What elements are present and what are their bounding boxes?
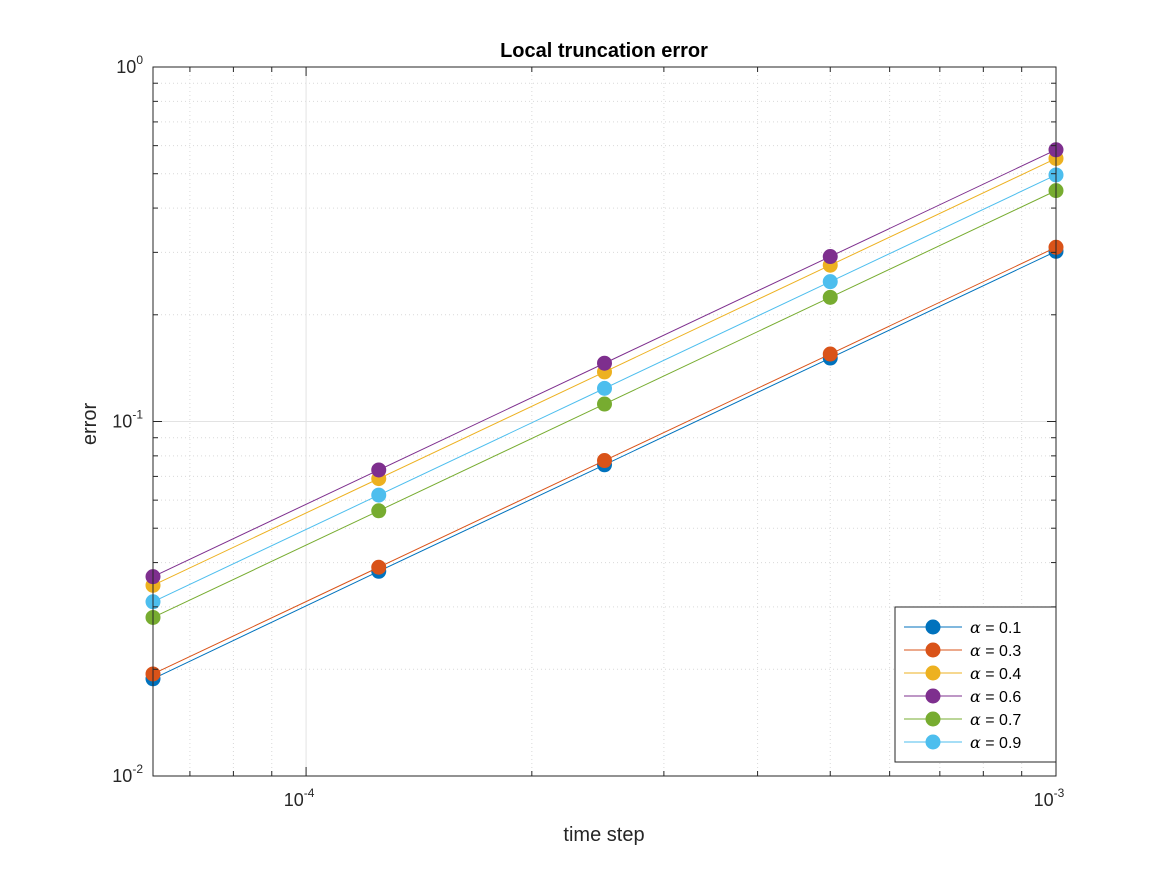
legend-label: α = 0.9 [970,733,1021,752]
legend-label: α = 0.3 [970,641,1021,660]
x-tick-label-base: 10 [1034,790,1054,810]
y-tick-label-base: 10 [112,766,132,786]
legend-label-symbol: α [970,664,981,683]
legend-entry: α = 0.6 [904,687,1021,706]
legend-label-symbol: α [970,733,981,752]
x-tick-label-exp: -4 [304,786,315,800]
y-tick-label-base: 10 [116,57,136,77]
legend-label-value: = 0.4 [981,666,1022,683]
data-point [822,274,838,290]
legend-marker [925,642,941,658]
legend-marker [925,665,941,681]
y-axis-label: error [79,403,101,446]
data-point [371,503,387,519]
series-5 [145,167,1064,610]
legend-label-symbol: α [970,618,981,637]
legend-entry: α = 0.3 [904,641,1021,660]
legend-label: α = 0.1 [970,618,1021,637]
legend-entry: α = 0.9 [904,733,1021,752]
data-point [597,453,612,469]
data-point [371,462,387,478]
data-point [822,289,838,305]
data-point [822,249,838,265]
data-point [371,487,387,503]
y-tick-label: 100 [116,53,143,77]
major-grid [153,67,1056,776]
legend-marker [925,734,941,750]
legend-label-symbol: α [970,641,981,660]
legend-label-value: = 0.7 [981,712,1022,729]
legend-label: α = 0.7 [970,710,1021,729]
y-tick-label-base: 10 [112,412,132,432]
legend-label-symbol: α [970,710,981,729]
legend-entry: α = 0.7 [904,710,1021,729]
x-tick-label-exp: -3 [1054,786,1065,800]
legend-label: α = 0.6 [970,687,1021,706]
legend-marker [925,711,941,727]
y-tick-label-exp: -1 [132,408,143,422]
legend-label-value: = 0.9 [981,735,1022,752]
series-4 [145,183,1064,625]
y-tick-label: 10-1 [112,408,143,432]
data-point [597,396,612,412]
legend-label-value: = 0.1 [981,620,1022,637]
legend-marker [925,619,941,635]
y-tick-label: 10-2 [112,762,143,786]
data-point [597,355,612,371]
x-tick-label-base: 10 [284,790,304,810]
data-point [597,380,612,396]
legend-box [894,606,1057,763]
legend-entry: α = 0.4 [904,664,1021,683]
chart-title: Local truncation error [500,40,708,62]
legend: α = 0.1α = 0.3α = 0.4α = 0.6α = 0.7α = 0… [894,606,1057,763]
legend-marker [925,688,941,704]
axis-ticks [153,66,1057,777]
x-tick-label: 10-4 [284,786,315,810]
legend-label-value: = 0.6 [981,689,1022,706]
data-point [371,559,387,575]
y-tick-label-exp: -2 [132,762,143,776]
legend-entry: α = 0.1 [904,618,1021,637]
x-axis-label: time step [563,824,644,846]
legend-label: α = 0.4 [970,664,1021,683]
legend-label-symbol: α [970,687,981,706]
x-tick-label: 10-3 [1034,786,1065,810]
legend-label-value: = 0.3 [981,643,1022,660]
y-tick-label-exp: 0 [136,53,143,67]
data-point [822,346,838,362]
